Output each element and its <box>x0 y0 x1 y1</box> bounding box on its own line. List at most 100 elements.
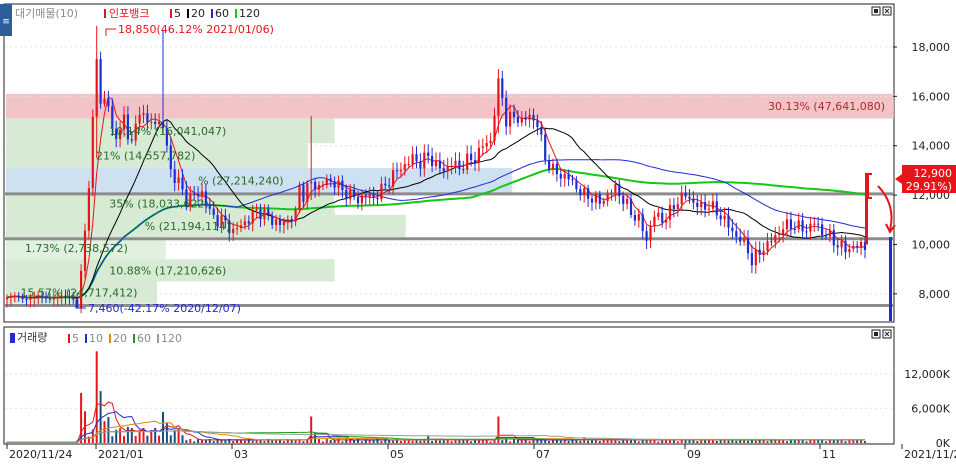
volume-bar <box>754 440 757 443</box>
volume-bar <box>154 427 157 443</box>
volume-legend-swatch <box>109 334 111 343</box>
candle-body <box>431 155 434 167</box>
volume-bar <box>813 440 816 443</box>
volume-bar <box>372 440 375 443</box>
volume-panel-close-button[interactable] <box>882 329 892 339</box>
volume-bar <box>661 439 664 443</box>
volume-bar <box>548 441 551 443</box>
volume-bar <box>786 441 788 443</box>
volume-bar <box>185 440 188 443</box>
candle-body <box>165 128 168 146</box>
volume-bar <box>271 440 274 443</box>
candle-body <box>329 178 332 182</box>
candle-body <box>150 121 153 123</box>
candle-body <box>707 208 711 210</box>
candle-body <box>735 231 738 237</box>
volume-legend-label: 5 <box>72 332 79 345</box>
volume-bar <box>80 392 83 443</box>
volume-bar <box>509 441 512 443</box>
price-tick-label: 18,000 <box>912 41 951 54</box>
candle-body <box>119 129 122 139</box>
candle-body <box>169 145 172 170</box>
volume-bar <box>173 430 176 443</box>
volume-bar <box>107 417 110 443</box>
volume-bar <box>563 438 566 443</box>
candle-body <box>314 181 317 190</box>
ma-legend-label: 120 <box>239 7 260 20</box>
volume-bar <box>286 438 289 443</box>
candle-body <box>793 228 796 230</box>
candle-body <box>286 219 289 222</box>
volume-bar <box>438 440 441 443</box>
candle-body <box>758 249 761 255</box>
volume-panel-title: 거래량 <box>17 331 47 344</box>
supply-zone-labels: 30.13% (47,641,080) 10.14% (16,041,047) 21… <box>20 100 885 299</box>
candle-body <box>115 128 118 139</box>
volume-bar <box>251 440 254 443</box>
volume-bar <box>380 441 383 443</box>
price-panel-close-button[interactable] <box>882 6 892 16</box>
candle-body <box>95 59 98 117</box>
volume-legend-label: 120 <box>161 332 182 345</box>
candle-body <box>836 245 839 248</box>
candle-body <box>411 154 414 165</box>
volume-legend-swatch <box>133 334 135 343</box>
volume-bar <box>805 441 808 443</box>
ma-line-60 <box>6 159 866 299</box>
ma-legend-label: 60 <box>215 7 229 20</box>
volume-bar <box>622 439 625 443</box>
candle-body <box>696 202 699 207</box>
candle-body <box>489 140 492 144</box>
candle-body <box>403 164 406 171</box>
candle-body <box>715 201 718 216</box>
volume-bar <box>310 416 313 443</box>
volume-bar <box>95 351 98 443</box>
volume-bar <box>368 439 371 443</box>
candle-body <box>126 114 129 140</box>
volume-panel-restore-button[interactable] <box>871 329 881 339</box>
candle-body <box>485 143 488 147</box>
candle-body <box>41 295 44 297</box>
volume-bar <box>571 439 574 443</box>
volume-bar <box>809 439 812 443</box>
price-panel-restore-button[interactable] <box>871 6 881 16</box>
candle-body <box>353 189 356 198</box>
volume-bar <box>567 440 570 443</box>
volume-bar <box>606 440 609 443</box>
volume-bar <box>177 427 180 443</box>
candle-body <box>91 116 94 189</box>
volume-bar <box>579 440 582 443</box>
candle-body <box>193 193 196 195</box>
candle-body <box>290 219 293 222</box>
candle-body <box>271 215 274 225</box>
candle-body <box>473 159 477 163</box>
volume-bar <box>536 439 539 443</box>
volume-bar <box>204 440 207 443</box>
supply-zone <box>6 118 335 144</box>
candle-body <box>25 299 28 301</box>
candle-body <box>21 297 24 300</box>
candle-body <box>743 238 746 242</box>
volume-bar <box>544 438 547 443</box>
volume-bar <box>431 440 434 443</box>
volume-bar <box>684 439 687 443</box>
candle-body <box>766 241 769 251</box>
volume-bar <box>134 435 137 443</box>
volume-bars <box>6 351 866 443</box>
rise-bracket-icon <box>867 173 872 199</box>
side-toggle-button[interactable] <box>0 4 12 36</box>
candle-body <box>661 212 664 223</box>
volume-bar <box>232 440 235 443</box>
volume-bar <box>758 439 761 443</box>
candle-body <box>688 196 691 199</box>
volume-bar <box>165 422 168 443</box>
volume-bar <box>552 439 554 443</box>
candle-body <box>282 221 285 226</box>
candle-body <box>376 197 379 200</box>
volume-bar <box>396 438 398 443</box>
volume-bar <box>489 441 492 443</box>
volume-legend-label: 60 <box>137 332 151 345</box>
supply-zone-label: 15.57% (24,717,412) <box>20 287 137 300</box>
volume-bar <box>321 441 324 443</box>
candle-body <box>446 166 449 172</box>
